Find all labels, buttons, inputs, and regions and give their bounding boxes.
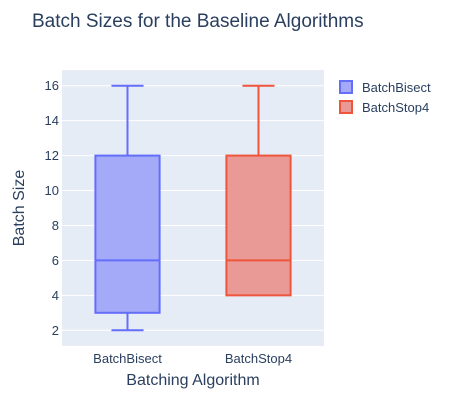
y-tick-label: 12 <box>45 148 59 163</box>
y-tick-labels: 2 4 6 8 10 12 14 16 <box>45 78 59 338</box>
box-iqr <box>94 154 161 314</box>
legend-label: BatchBisect <box>362 80 431 95</box>
chart-title: Batch Sizes for the Baseline Algorithms <box>32 11 364 32</box>
box-series <box>94 84 292 332</box>
legend[interactable]: BatchBisect BatchStop4 <box>339 80 431 115</box>
legend-label: BatchStop4 <box>362 100 429 115</box>
x-tick-label: BatchBisect <box>93 351 162 366</box>
legend-item-batchstop4[interactable]: BatchStop4 <box>339 100 429 115</box>
legend-swatch <box>339 80 353 94</box>
y-tick-label: 14 <box>45 113 59 128</box>
x-tick-labels: BatchBisect BatchStop4 <box>93 351 292 366</box>
y-tick-label: 2 <box>52 323 59 338</box>
y-tick-label: 16 <box>45 78 59 93</box>
y-tick-label: 6 <box>52 253 59 268</box>
box-iqr <box>225 154 292 297</box>
legend-item-batchbisect[interactable]: BatchBisect <box>339 80 431 95</box>
x-tick-label: BatchStop4 <box>225 351 292 366</box>
y-tick-label: 10 <box>45 183 59 198</box>
legend-swatch <box>339 100 353 114</box>
y-tick-label: 8 <box>52 218 59 233</box>
y-tick-label: 4 <box>52 288 59 303</box>
box-batchstop4[interactable] <box>225 84 292 297</box>
y-axis-title: Batch Size <box>11 170 28 247</box>
box-batchbisect[interactable] <box>94 84 161 332</box>
x-axis-title: Batching Algorithm <box>126 372 259 389</box>
